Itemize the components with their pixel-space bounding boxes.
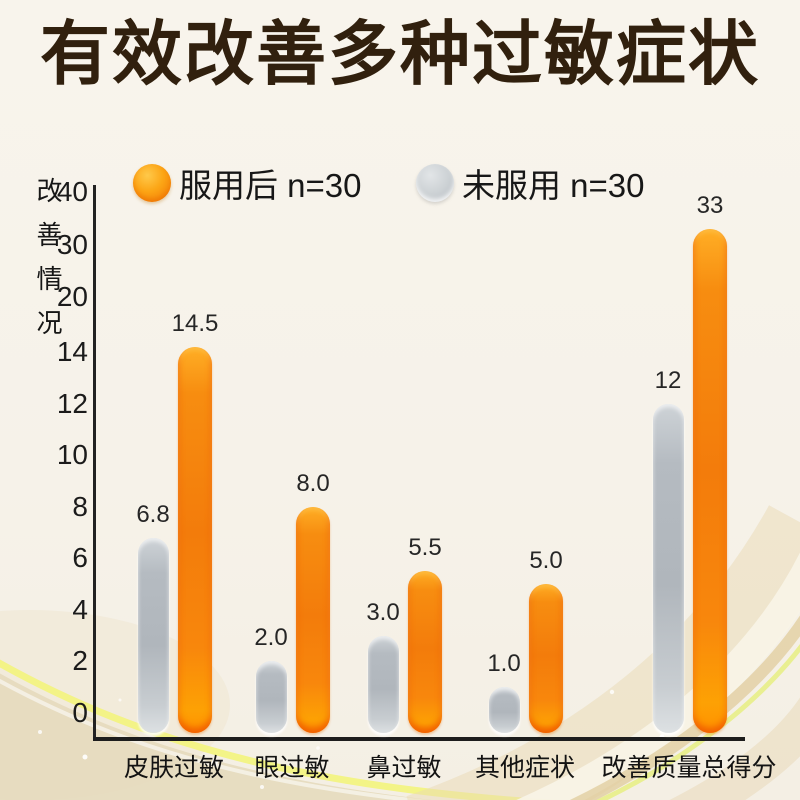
bar-gray-0 [137, 537, 169, 733]
legend-gray-circle-icon [416, 164, 454, 202]
category-label-4: 改善质量总得分 [601, 754, 777, 782]
bar-gray-3 [488, 687, 520, 733]
value-label-gray-1: 2.0 [254, 624, 288, 652]
y-tick-40: 40 [56, 176, 88, 207]
value-label-orange-3: 5.0 [529, 547, 563, 575]
legend-orange-circle-icon [133, 164, 171, 202]
y-axis-title: 改善情况 [33, 177, 63, 353]
value-label-gray-4: 12 [654, 366, 682, 394]
y-axis-line [93, 185, 96, 741]
bar-orange-1 [296, 506, 330, 733]
bar-orange-4 [693, 228, 727, 733]
bar-gray-4 [652, 403, 684, 733]
page-title: 有效改善多种过敏症状 [40, 15, 760, 93]
bar-gray-2 [367, 635, 399, 733]
legend-label-after-dose: 服用后 n=30 [179, 167, 362, 204]
y-tick-20: 20 [56, 281, 88, 312]
y-tick-6: 6 [72, 542, 88, 574]
value-label-orange-4: 33 [696, 191, 724, 219]
value-label-gray-3: 1.0 [487, 650, 521, 678]
bar-gray-1 [255, 661, 287, 733]
y-tick-2: 2 [72, 645, 88, 677]
y-tick-14: 14 [56, 335, 88, 367]
y-tick-12: 12 [56, 387, 88, 419]
value-label-gray-2: 3.0 [366, 598, 400, 626]
y-tick-4: 4 [72, 593, 88, 625]
value-label-gray-0: 6.8 [136, 500, 170, 528]
y-tick-10: 10 [56, 439, 88, 471]
legend-label-no-dose: 未服用 n=30 [462, 167, 645, 204]
value-label-orange-1: 8.0 [296, 469, 330, 497]
legend-item-no-dose: 未服用 n=30 [416, 163, 645, 204]
y-tick-30: 30 [56, 228, 88, 260]
value-label-orange-0: 14.5 [171, 310, 219, 338]
y-tick-8: 8 [72, 490, 88, 522]
x-axis-line [93, 737, 745, 741]
bar-orange-0 [178, 347, 212, 733]
value-label-orange-2: 5.5 [408, 534, 442, 562]
bar-orange-2 [408, 571, 442, 733]
legend-item-after-dose: 服用后 n=30 [133, 163, 362, 204]
y-tick-0: 0 [72, 697, 88, 728]
